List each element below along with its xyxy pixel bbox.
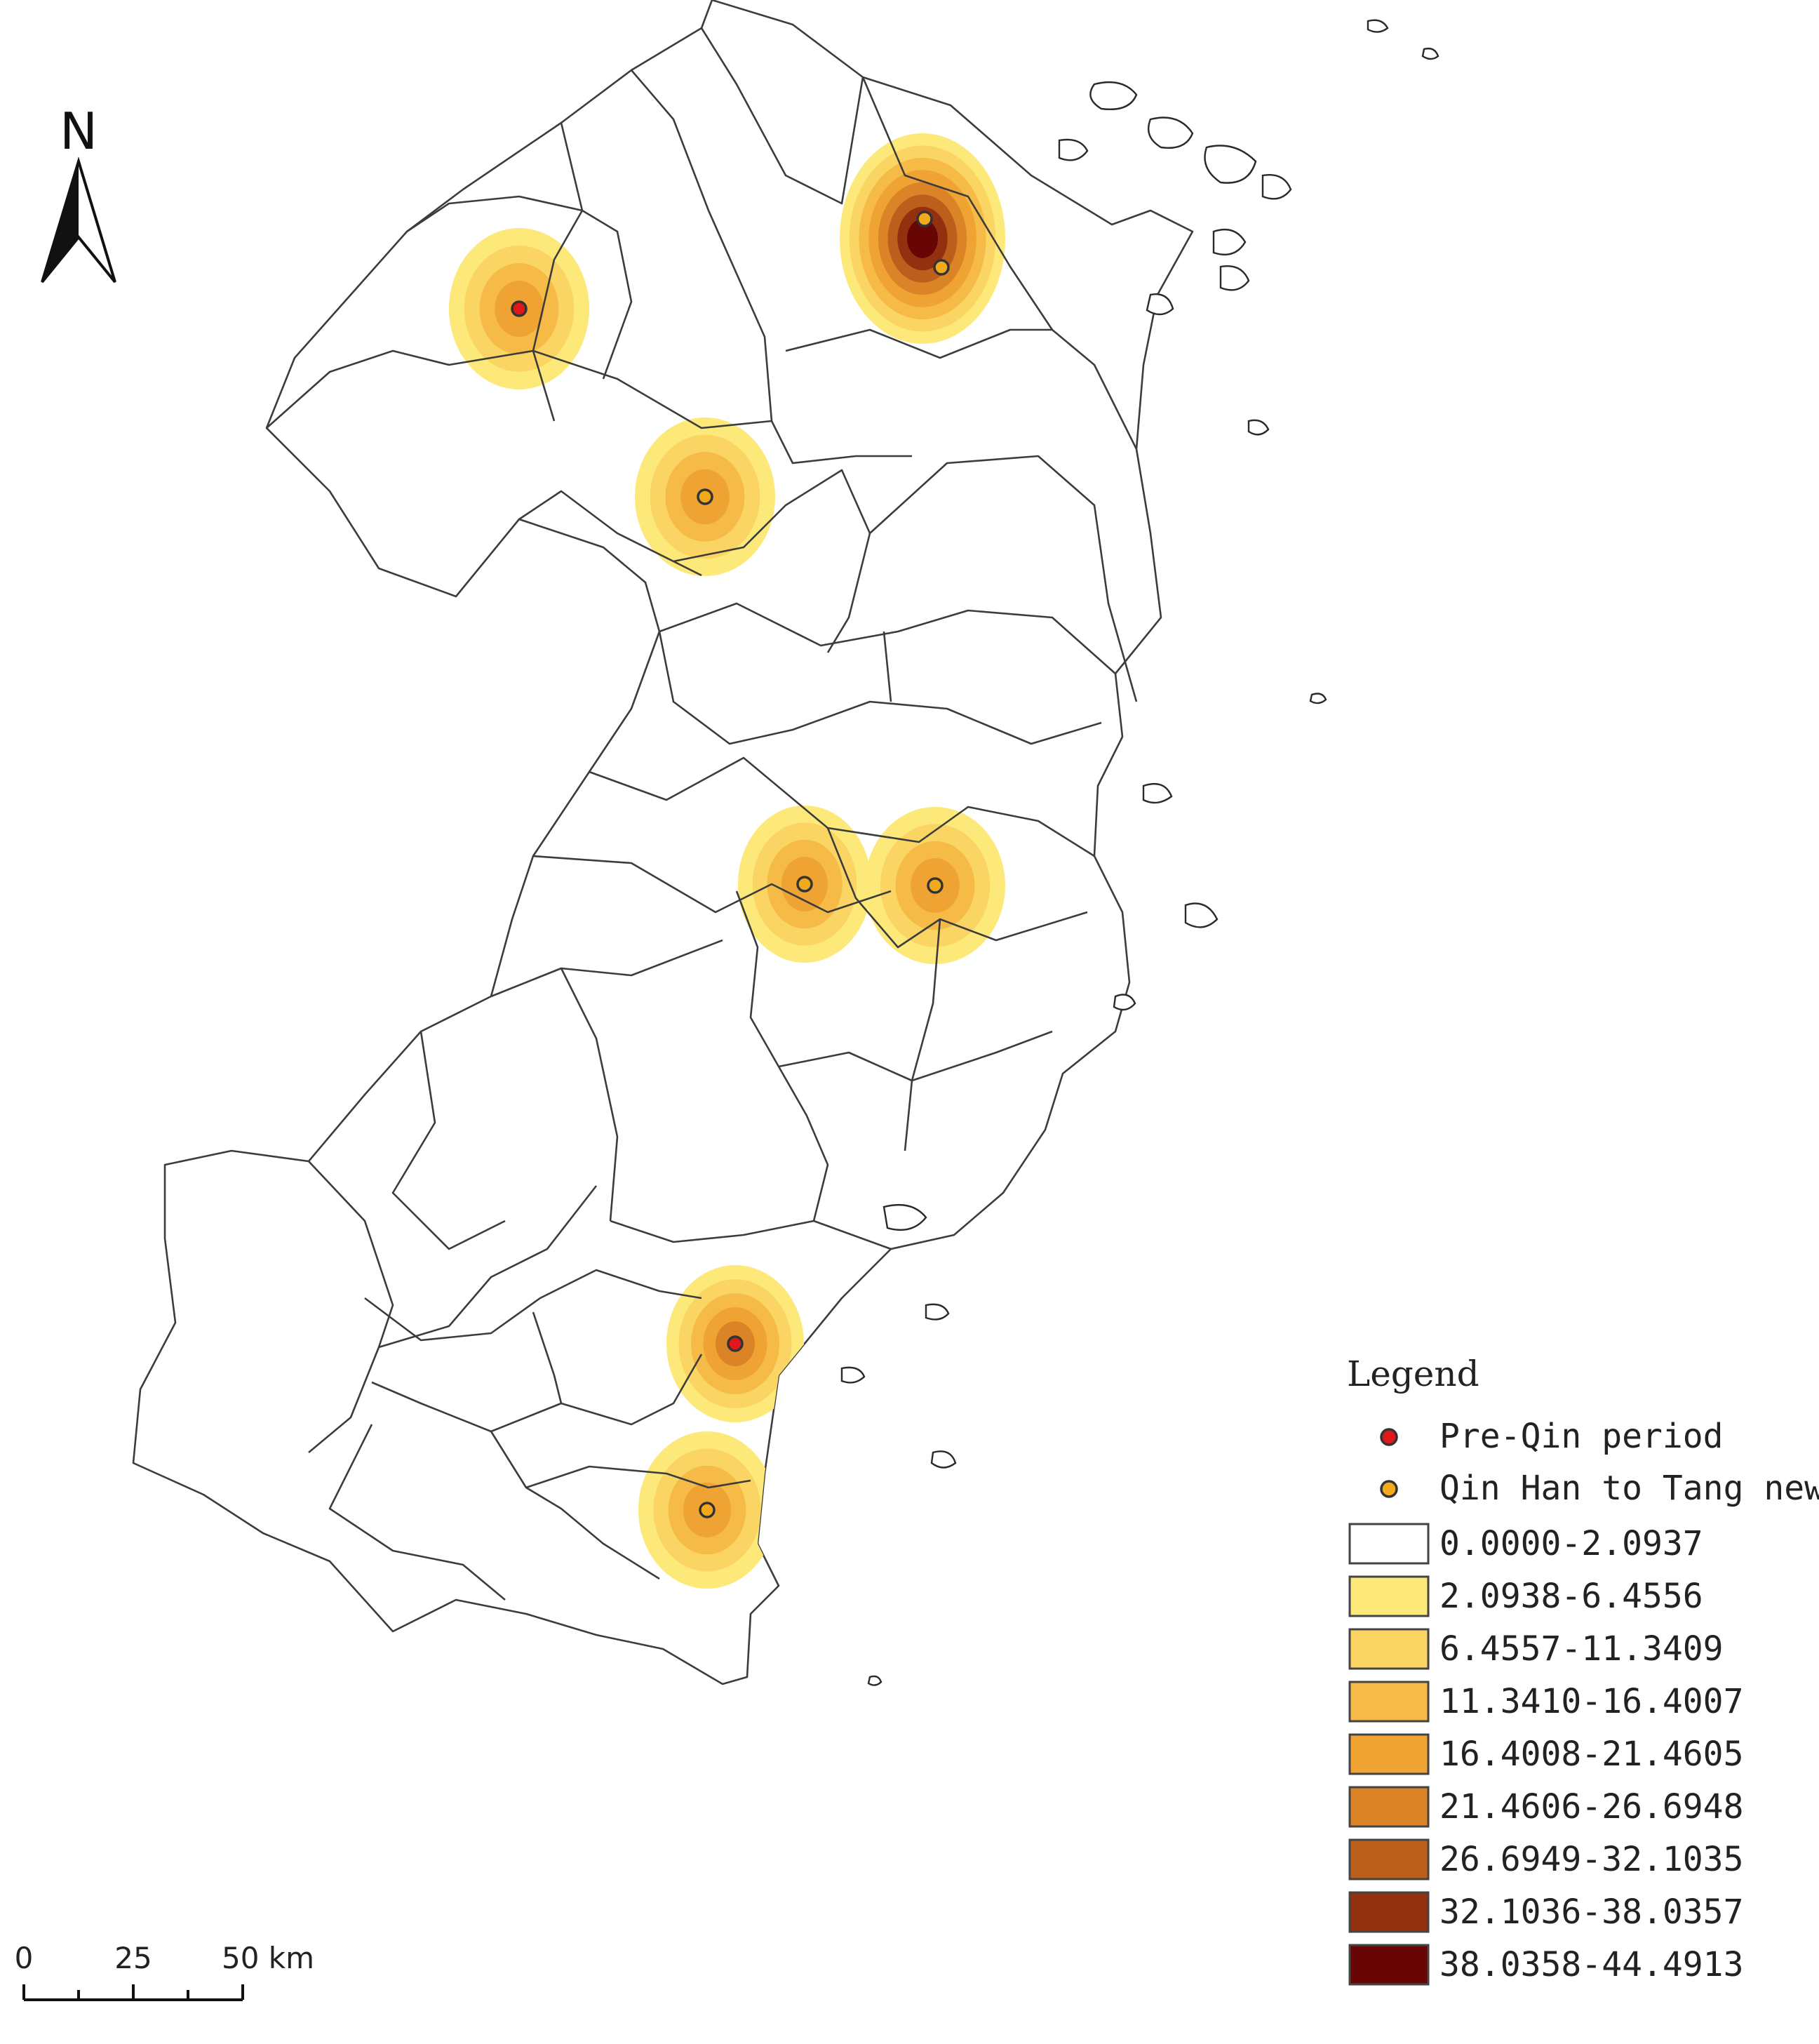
legend-swatch xyxy=(1348,1575,1430,1617)
legend-swatch xyxy=(1348,1944,1430,1986)
site-qin-han-tang xyxy=(916,211,933,227)
legend-class-label: 0.0000-2.0937 xyxy=(1439,1524,1703,1563)
site-qin-han-tang xyxy=(699,1502,716,1518)
legend-swatch xyxy=(1348,1628,1430,1670)
scale-bar-line xyxy=(22,1984,244,2001)
legend-class-label: 32.1036-38.0357 xyxy=(1439,1892,1743,1932)
legend-swatch xyxy=(1348,1733,1430,1775)
legend: Legend Pre-Qin period Qin Han to Tang ne… xyxy=(1347,1354,1819,1986)
legend-swatch xyxy=(1348,1681,1430,1723)
site-qin-han-tang xyxy=(927,877,944,894)
north-label: N xyxy=(60,102,98,161)
legend-marker-qin-han-tang xyxy=(1380,1480,1398,1498)
site-pre-qin xyxy=(727,1335,744,1352)
legend-swatch xyxy=(1348,1838,1430,1881)
legend-swatch xyxy=(1348,1786,1430,1828)
legend-class-label: 2.0938-6.4556 xyxy=(1439,1577,1703,1616)
legend-class-label: 38.0358-44.4913 xyxy=(1439,1945,1743,1984)
density-ring xyxy=(907,219,938,258)
legend-class-label: 11.3410-16.4007 xyxy=(1439,1682,1743,1721)
density-hotspot xyxy=(840,133,1005,344)
legend-label-pre-qin: Pre-Qin period xyxy=(1439,1417,1724,1456)
site-qin-han-tang xyxy=(796,876,813,893)
coastal-islands xyxy=(840,19,1439,1686)
scale-bar: 0 25 50 km xyxy=(15,1941,314,2001)
site-qin-han-tang xyxy=(697,488,713,505)
legend-class-label: 6.4557-11.3409 xyxy=(1439,1629,1724,1669)
legend-swatch xyxy=(1348,1523,1430,1565)
scale-label-0: 0 xyxy=(15,1941,34,1975)
legend-marker-pre-qin xyxy=(1380,1428,1398,1446)
density-surface xyxy=(449,133,1005,1589)
legend-class-label: 26.6949-32.1035 xyxy=(1439,1840,1743,1879)
scale-label-25: 25 xyxy=(114,1941,152,1975)
county-boundaries xyxy=(266,27,1138,1601)
legend-class-label: 16.4008-21.4605 xyxy=(1439,1735,1743,1774)
site-pre-qin xyxy=(511,300,528,317)
legend-label-qin-han-tang: Qin Han to Tang new xyxy=(1439,1469,1819,1508)
site-qin-han-tang xyxy=(933,259,950,276)
scale-label-50: 50 km xyxy=(222,1941,314,1975)
legend-title: Legend xyxy=(1347,1354,1479,1394)
legend-swatch xyxy=(1348,1891,1430,1933)
mainland-outline xyxy=(132,0,1194,1685)
north-arrow: N xyxy=(41,102,116,283)
legend-class-label: 21.4606-26.6948 xyxy=(1439,1787,1743,1826)
site-points xyxy=(511,211,950,1518)
